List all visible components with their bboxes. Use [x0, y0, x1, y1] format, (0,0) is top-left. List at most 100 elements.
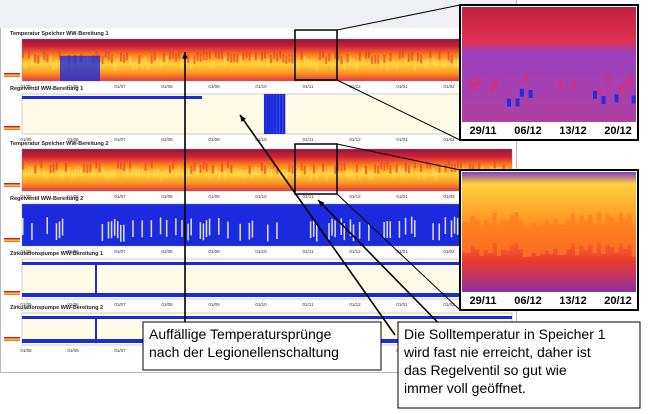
heatmap-cell — [493, 159, 496, 169]
zoom-cell — [631, 226, 636, 257]
heatmap-cell — [150, 220, 153, 237]
x-tick-label: 01/06 — [67, 302, 79, 307]
heatmap-cell — [242, 51, 245, 61]
x-tick-label: 01/11 — [303, 84, 314, 89]
heatmap-cell — [156, 58, 159, 67]
heatmap-cell — [199, 222, 202, 239]
heatmap-cell — [456, 160, 459, 169]
heatmap-cell — [263, 94, 267, 134]
heatmap-cell — [86, 164, 89, 173]
x-tick-label: 01/02 — [443, 249, 455, 254]
color-scale — [4, 238, 20, 242]
heatmap-cell — [420, 163, 423, 173]
heatmap-cell — [291, 165, 294, 174]
zoom-cell — [475, 219, 480, 250]
zoom-cell — [588, 214, 593, 245]
heatmap-cell — [178, 166, 181, 175]
heatmap-cell — [74, 169, 77, 178]
heatmap-cell — [288, 163, 291, 172]
heatmap-cell — [401, 169, 404, 178]
heatmap-cell — [377, 165, 380, 174]
x-tick-label: 01/12 — [349, 302, 361, 307]
heatmap-cell — [71, 170, 73, 179]
heatmap-cell — [282, 54, 285, 63]
x-tick-label: 01/01 — [396, 84, 408, 89]
heatmap-cell — [25, 168, 28, 178]
zoom-cell — [558, 80, 563, 89]
x-tick-label: 01/01 — [396, 302, 408, 307]
heatmap-band — [95, 318, 97, 340]
heatmap-cell — [282, 94, 286, 134]
heatmap-cell — [34, 54, 37, 63]
heatmap-cell — [22, 49, 24, 58]
panel-title: Temperatur Speicher WW-Bereitung 1 — [10, 31, 109, 37]
zoom-date-label: 13/12 — [559, 125, 587, 137]
heatmap-cell — [322, 50, 325, 59]
heatmap-cell — [218, 171, 220, 180]
zoom-cell — [566, 219, 571, 250]
heatmap-cell — [306, 58, 309, 68]
heatmap-cell — [64, 163, 67, 172]
heatmap-cell — [224, 57, 227, 66]
x-tick-label: 01/08 — [161, 302, 173, 307]
zoom-cell — [509, 215, 515, 246]
heatmap-cell — [328, 52, 331, 62]
heatmap-cell — [22, 161, 24, 170]
x-tick-label: 01/10 — [255, 249, 267, 254]
x-tick-label: 01/07 — [114, 137, 126, 142]
heatmap-cell — [263, 165, 266, 175]
heatmap-cell — [236, 168, 239, 177]
heatmap-cell — [135, 61, 138, 70]
heatmap-cell — [478, 162, 481, 171]
x-tick-label: 01/06 — [67, 194, 79, 199]
zoom-cell — [505, 220, 510, 251]
heatmap-cell — [429, 160, 432, 169]
zoom-cell — [496, 225, 502, 256]
heatmap-cell — [120, 224, 122, 242]
zoom-cell — [470, 216, 476, 247]
heatmap-cell — [392, 59, 395, 68]
heatmap-cell — [392, 170, 395, 179]
heatmap-cell — [346, 169, 349, 179]
heatmap-cell — [58, 221, 61, 239]
heatmap-cell — [25, 61, 28, 70]
heatmap-cell — [270, 94, 274, 134]
x-tick-label: 01/12 — [349, 84, 361, 89]
heatmap-cell — [193, 162, 196, 171]
heatmap-cell — [196, 166, 199, 176]
x-tick-label: 01/11 — [303, 194, 314, 199]
heatmap-cell — [141, 220, 143, 238]
callout-text: immer voll geöffnet. — [404, 380, 526, 396]
heatmap-cell — [383, 221, 385, 239]
heatmap-cell — [80, 167, 83, 177]
heatmap-cell — [196, 52, 199, 61]
heatmap-cell — [469, 163, 472, 173]
heatmap-cell — [325, 55, 328, 65]
heatmap-cell — [224, 170, 227, 180]
heatmap-cell — [417, 52, 420, 62]
heatmap-cell — [276, 52, 279, 62]
heatmap-cell — [358, 52, 361, 61]
heatmap-cell — [426, 160, 429, 169]
connector — [336, 193, 461, 311]
heatmap-cell — [31, 167, 34, 176]
x-tick-label: 01/02 — [443, 84, 455, 89]
heatmap-cell — [398, 50, 401, 60]
zoom-cell — [570, 213, 576, 244]
heatmap-cell — [438, 51, 441, 60]
x-tick-label: 01/11 — [303, 137, 314, 142]
heatmap-cell — [414, 159, 416, 169]
color-scale — [4, 291, 20, 295]
heatmap-cell — [401, 49, 404, 58]
heatmap-cell — [435, 59, 438, 69]
heatmap-cell — [135, 167, 138, 176]
x-tick-label: 01/05 — [20, 137, 32, 142]
heatmap-cell — [236, 54, 239, 63]
x-tick-label: 01/11 — [303, 302, 314, 307]
heatmap-cell — [61, 218, 64, 236]
arrowhead — [318, 200, 325, 207]
heatmap-cell — [291, 55, 294, 64]
zoom-cell — [627, 76, 632, 85]
heatmap-cell — [202, 161, 205, 170]
zoom-cell — [571, 80, 576, 89]
